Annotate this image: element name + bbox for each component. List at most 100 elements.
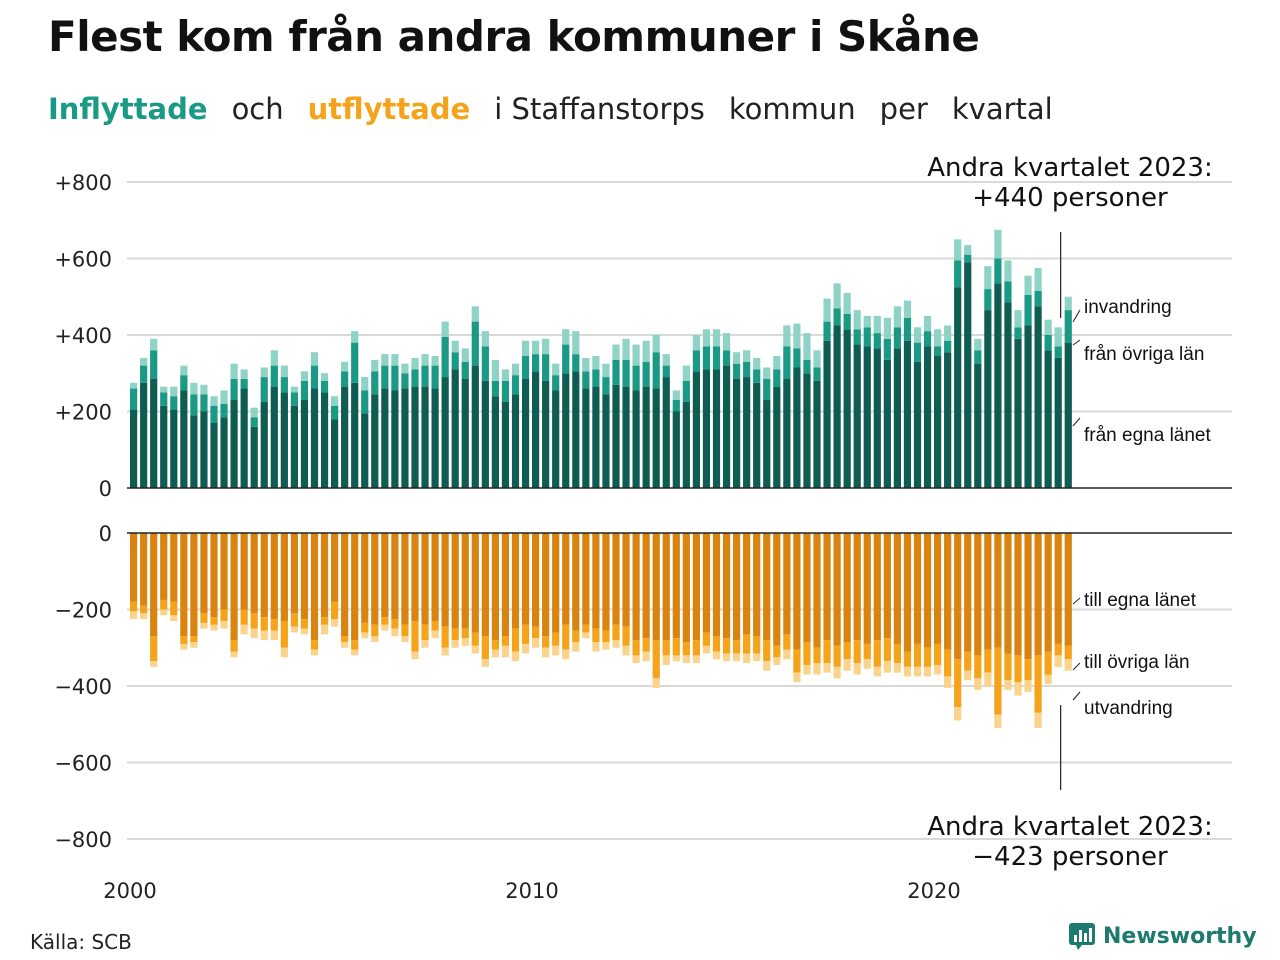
bar-out-egna-lanet (130, 533, 138, 602)
bar-out-egna-lanet (401, 533, 409, 625)
bar-in-egna-lanet (903, 340, 912, 488)
bar-out-egna-lanet (532, 533, 540, 627)
bar-in-ovriga-lan (280, 377, 288, 393)
bar-out-utvandring (893, 663, 901, 673)
bar-in-invandring (542, 338, 550, 355)
bar-in-egna-lanet (280, 392, 288, 488)
bar-out-egna-lanet (310, 533, 319, 641)
bar-out-ovriga-lan (712, 636, 721, 652)
chart-subtitle: Inflyttade och utflyttade i Staffanstorps ko… (48, 92, 1077, 126)
bar-in-egna-lanet (341, 386, 349, 488)
bar-in-invandring (974, 338, 982, 351)
bar-in-invandring (994, 229, 1002, 259)
y-tick-label-lower: −800 (54, 828, 112, 852)
y-tick-label-lower: −400 (54, 675, 112, 699)
bar-in-invandring (200, 384, 208, 395)
bar-out-utvandring (1054, 655, 1062, 667)
bar-in-egna-lanet (1064, 342, 1072, 488)
bar-out-utvandring (944, 676, 952, 688)
bar-in-ovriga-lan (270, 365, 278, 387)
bar-in-egna-lanet (210, 422, 218, 488)
bar-in-ovriga-lan (250, 417, 258, 427)
bar-out-ovriga-lan (310, 640, 319, 650)
bar-out-ovriga-lan (753, 636, 761, 654)
bar-out-egna-lanet (351, 533, 359, 641)
bar-out-ovriga-lan (793, 649, 801, 673)
label-fran-ovriga-lan: från övriga län (1084, 344, 1204, 365)
bar-in-egna-lanet (692, 371, 700, 488)
bar-out-egna-lanet (1054, 533, 1062, 644)
bar-in-invandring (260, 367, 268, 378)
bar-in-invandring (140, 357, 148, 366)
bar-out-utvandring (733, 653, 741, 662)
bar-in-invandring (923, 315, 932, 332)
bar-out-ovriga-lan (170, 601, 178, 616)
bar-in-egna-lanet (592, 386, 600, 488)
bar-in-invandring (1034, 268, 1042, 292)
bar-in-egna-lanet (491, 396, 499, 488)
bar-out-ovriga-lan (220, 609, 228, 621)
bar-out-egna-lanet (1014, 533, 1022, 656)
bar-out-utvandring (1004, 680, 1012, 690)
bar-in-egna-lanet (532, 371, 540, 488)
bar-out-ovriga-lan (562, 624, 570, 650)
newsworthy-logo[interactable]: Newsworthy (1068, 922, 1257, 950)
y-tick-label-upper: +400 (54, 324, 112, 348)
bar-out-ovriga-lan (150, 636, 158, 662)
bar-in-ovriga-lan (351, 342, 359, 383)
bar-out-egna-lanet (934, 533, 942, 644)
bar-in-egna-lanet (753, 382, 761, 488)
bar-in-ovriga-lan (130, 388, 138, 410)
bar-out-egna-lanet (833, 533, 841, 646)
bar-out-egna-lanet (1034, 533, 1042, 656)
bar-in-egna-lanet (471, 365, 479, 488)
bar-out-ovriga-lan (542, 636, 550, 648)
bar-out-utvandring (491, 649, 499, 658)
bar-in-egna-lanet (722, 365, 731, 488)
bar-in-invandring (602, 363, 610, 378)
bar-in-ovriga-lan (511, 375, 520, 395)
subtitle-och: och (231, 92, 284, 126)
bar-in-egna-lanet (743, 377, 751, 488)
bar-out-utvandring (150, 661, 158, 667)
bar-out-ovriga-lan (994, 647, 1002, 715)
bar-in-invandring (913, 327, 922, 343)
bar-out-utvandring (270, 630, 278, 641)
brand-name: Newsworthy (1103, 923, 1257, 949)
bar-out-ovriga-lan (411, 620, 419, 652)
bar-in-ovriga-lan (451, 352, 459, 370)
bar-in-invandring (521, 340, 530, 357)
bar-in-invandring (1014, 310, 1022, 328)
bar-in-ovriga-lan (662, 365, 670, 378)
bar-in-invandring (743, 350, 751, 362)
bar-out-egna-lanet (692, 533, 700, 641)
bar-out-ovriga-lan (401, 624, 409, 637)
bar-in-egna-lanet (803, 373, 811, 488)
bar-out-egna-lanet (431, 533, 439, 621)
bar-out-utvandring (1024, 680, 1032, 692)
bar-in-invandring (461, 348, 469, 362)
bar-in-invandring (401, 363, 409, 374)
bar-out-ovriga-lan (341, 636, 349, 643)
bar-in-ovriga-lan (491, 380, 499, 397)
bar-out-ovriga-lan (1024, 659, 1032, 681)
bar-out-egna-lanet (391, 533, 399, 620)
bar-in-ovriga-lan (582, 371, 590, 389)
bar-out-utvandring (240, 624, 248, 635)
bar-out-utvandring (361, 632, 369, 639)
bar-out-utvandring (140, 613, 148, 620)
annotation-top-line1: Andra kvartalet 2023: (927, 153, 1212, 183)
bar-in-ovriga-lan (310, 365, 319, 389)
bar-in-egna-lanet (893, 348, 901, 488)
bar-out-utvandring (572, 642, 580, 652)
y-tick-label-lower: 0 (99, 522, 112, 546)
bar-in-ovriga-lan (240, 378, 248, 389)
bar-out-egna-lanet (220, 533, 228, 610)
bar-in-invandring (582, 357, 590, 372)
bar-in-invandring (843, 292, 851, 314)
bar-out-ovriga-lan (692, 640, 700, 656)
bar-in-egna-lanet (1024, 325, 1032, 488)
bar-in-ovriga-lan (672, 400, 680, 412)
bar-out-ovriga-lan (763, 640, 771, 662)
